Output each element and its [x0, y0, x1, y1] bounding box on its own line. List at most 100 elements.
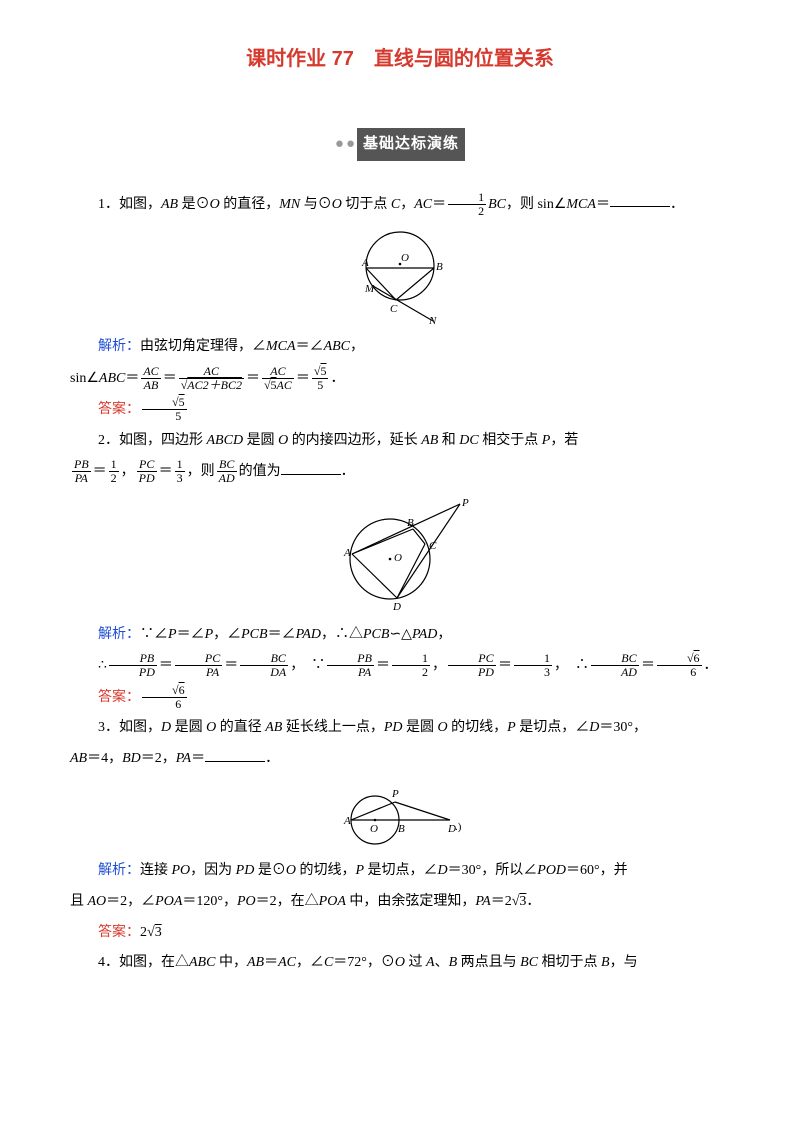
- a2-c3: ，: [554, 658, 561, 673]
- a2-s6: 6: [694, 651, 700, 665]
- fig2-a: A: [343, 547, 351, 559]
- q1-mca: MCA: [566, 196, 596, 211]
- fig1-m: M: [364, 283, 375, 295]
- a2-f2d: PA: [175, 666, 222, 679]
- a2-ft: 13: [512, 652, 554, 679]
- fig3-p: P: [391, 788, 399, 800]
- a3l2-pa: PA: [475, 894, 490, 909]
- q3-ab: AB: [265, 720, 282, 735]
- q3-g: 是切点，∠: [516, 720, 590, 735]
- q4-bb: B: [449, 955, 458, 970]
- a1-c: ，: [350, 339, 364, 354]
- fig1-c: C: [390, 303, 398, 315]
- fig2-p: P: [461, 497, 469, 509]
- q3-d2: 延长线上一点，: [282, 720, 384, 735]
- a3-po: PO: [172, 863, 191, 878]
- q1-half-num: 1: [448, 191, 486, 205]
- analysis-1: 解析：由弦切角定理得，∠MCA＝∠ABC，: [70, 334, 730, 361]
- q2-td: 3: [175, 472, 185, 485]
- q2-then: ，则: [187, 464, 215, 479]
- q2-c1: ，: [121, 464, 135, 479]
- q1-blank: [610, 193, 670, 207]
- a1-f1: ACAB: [139, 365, 162, 392]
- q2-e: 相交于点: [479, 433, 542, 448]
- a3-o: O: [286, 863, 296, 878]
- a2-f: ∽△: [389, 627, 412, 642]
- a2-c2: ，: [432, 658, 446, 673]
- a2-f4n: PB: [327, 652, 374, 666]
- q2-eq1: ＝: [93, 464, 107, 479]
- a1-f3n: AC: [262, 365, 294, 379]
- question-2: 2．如图，四边形 ABCD 是圆 O 的内接四边形，延长 AB 和 DC 相交于…: [70, 428, 730, 455]
- q3l2-a: ＝4，: [87, 751, 122, 766]
- q2-eq2: ＝: [159, 464, 173, 479]
- answer-3: 答案：2√3: [70, 920, 730, 947]
- a3-a: 连接: [140, 863, 172, 878]
- a1-a: 由弦切角定理得，∠: [140, 339, 266, 354]
- a3-sqrt3: 3: [519, 894, 526, 909]
- q3-o2: O: [438, 720, 448, 735]
- question-4: 4．如图，在△ABC 中，AB＝AC，∠C＝72°，⊙O 过 A、B 两点且与 …: [70, 950, 730, 977]
- q1-o2: O: [332, 196, 342, 211]
- q2-f2d: PD: [137, 472, 157, 485]
- q1-g: ＝: [432, 196, 446, 211]
- a2-f4: PBPA: [325, 652, 376, 679]
- a2-ans-frac: √66: [140, 684, 189, 711]
- q2-period: ．: [341, 464, 355, 479]
- a2-f4d: PA: [327, 666, 374, 679]
- a2-td: 3: [514, 666, 552, 679]
- a2-f1d: PD: [109, 666, 157, 679]
- a1l2-a: sin∠: [70, 371, 99, 386]
- a2-e3: ＝: [376, 658, 390, 673]
- q1-a: 1．如图，: [98, 196, 161, 211]
- q1-i: ＝: [596, 196, 610, 211]
- q3l2-c: ＝: [191, 751, 205, 766]
- fig3-a: A: [343, 815, 351, 827]
- figure-2: A B C D O P: [70, 494, 730, 614]
- question-3-line2: AB＝4，BD＝2，PA＝．: [70, 746, 730, 773]
- q2-o: O: [278, 433, 288, 448]
- a2-f7d: 6: [657, 666, 702, 679]
- q3l2-ab: AB: [70, 751, 87, 766]
- a1-eq4: ＝: [296, 371, 310, 386]
- a1l2-eq: ＝: [125, 371, 139, 386]
- fig3-o: O: [370, 823, 378, 835]
- q1-mn: MN: [279, 196, 300, 211]
- a3l2-poa2: POA: [319, 894, 346, 909]
- a2-f3n: BC: [240, 652, 288, 666]
- q2-f3: BCAD: [215, 458, 239, 485]
- a2-d: ＝∠: [268, 627, 296, 642]
- q4-o: O: [395, 955, 405, 970]
- a1-ansn: √5: [142, 396, 187, 410]
- figure-1: A B O M C N: [70, 226, 730, 326]
- a2-f1: PBPD: [107, 652, 159, 679]
- q3-o: O: [206, 720, 216, 735]
- q2-fh: 12: [107, 458, 121, 485]
- a2-so: ∴: [575, 658, 589, 673]
- a3l2-b: ＝2，∠: [106, 894, 155, 909]
- q2-f2n: PC: [137, 458, 157, 472]
- analysis-3-line2: 且 AO＝2，∠POA＝120°，PO＝2，在△POA 中，由余弦定理知，PA＝…: [70, 889, 730, 916]
- a2-e2: ＝: [224, 658, 238, 673]
- a1-f2: AC√AC2＋BC2: [177, 365, 246, 392]
- a3-pre: 解析：: [98, 863, 140, 878]
- q1-f: ，: [400, 196, 414, 211]
- a3l2-d: ＝2，在△: [256, 894, 319, 909]
- q2-dc: DC: [459, 433, 478, 448]
- a2-f7n: √6: [657, 652, 702, 666]
- a2-fh: 12: [390, 652, 432, 679]
- q2-b: 是圆: [243, 433, 278, 448]
- q4-bc: BC: [520, 955, 538, 970]
- q2-f2: PCPD: [135, 458, 159, 485]
- a3l2-po: PO: [237, 894, 256, 909]
- a1-f4n: √5: [312, 365, 329, 379]
- q2-f: ，若: [550, 433, 578, 448]
- a3-e: 是切点，∠: [364, 863, 438, 878]
- a2-g: ，: [437, 627, 451, 642]
- q3-b: 是圆: [171, 720, 206, 735]
- q2-ft: 13: [173, 458, 187, 485]
- q3-pd: PD: [384, 720, 403, 735]
- q2-blank: [281, 461, 341, 475]
- q1-bc: BC: [488, 196, 506, 211]
- fig2-c: C: [429, 540, 437, 552]
